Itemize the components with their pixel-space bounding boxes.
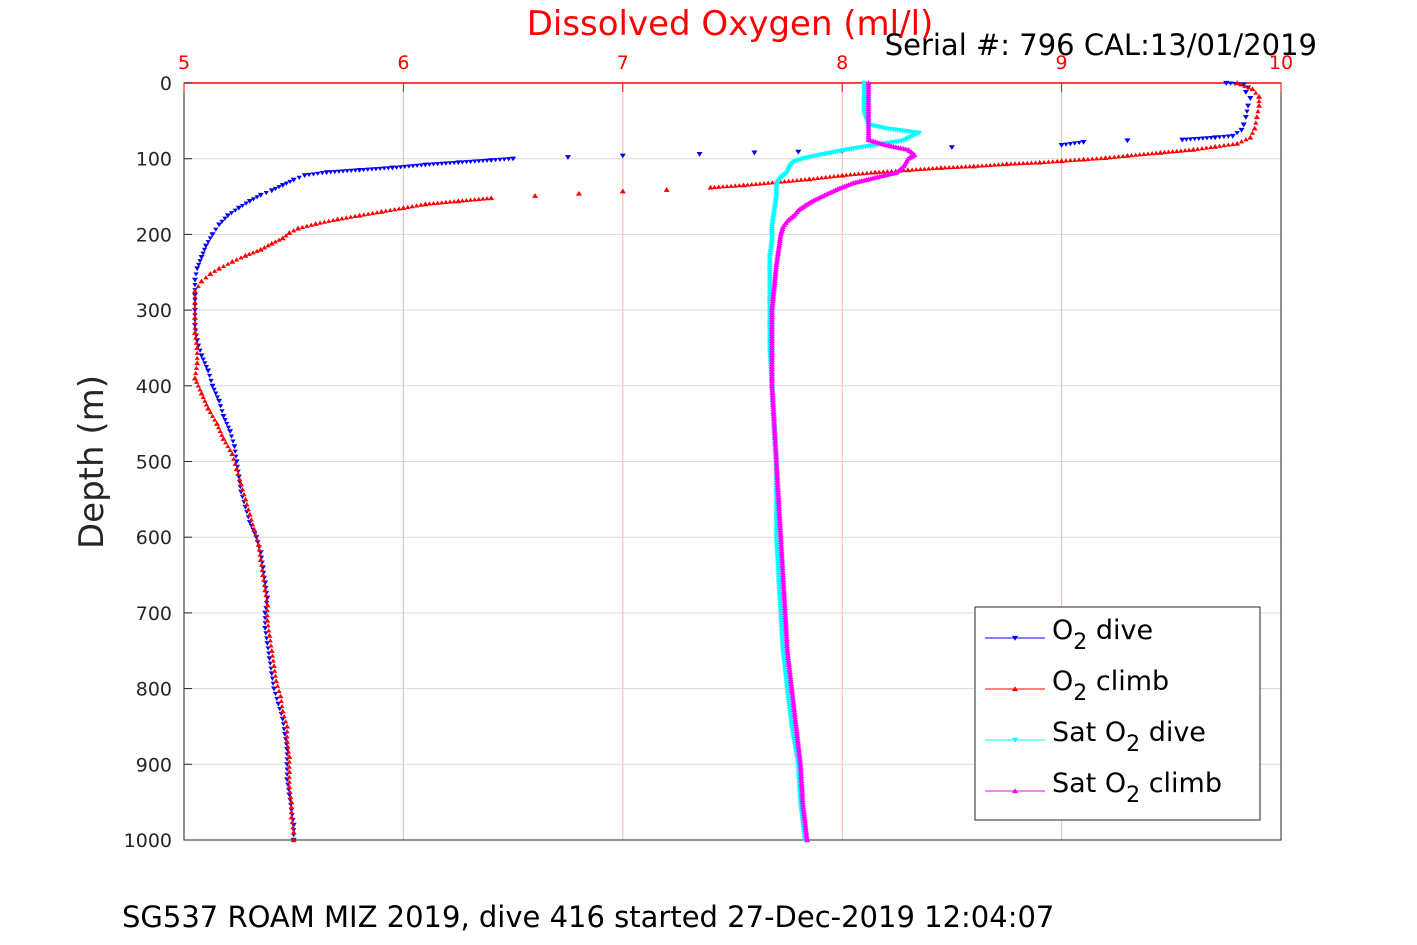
y-tick-label: 400 [136,376,172,398]
legend: O2 diveO2 climbSat O2 diveSat O2 climb [975,607,1260,820]
chart-caption: SG537 ROAM MIZ 2019, dive 416 started 27… [122,900,1054,934]
x-tick-label: 8 [836,52,848,74]
y-tick-label: 100 [136,149,172,171]
serial-label: Serial #: 796 CAL:13/01/2019 [885,28,1317,62]
y-tick-label: 1000 [124,830,172,852]
y-tick-label: 0 [160,73,172,95]
y-tick-label: 200 [136,224,172,246]
y-tick-label: 500 [136,452,172,474]
x-tick-label: 7 [617,52,629,74]
chart-title: Dissolved Oxygen (ml/l) [527,4,934,44]
x-tick-label: 5 [178,52,190,74]
y-tick-label: 600 [136,527,172,549]
y-tick-label: 700 [136,603,172,625]
y-tick-label: 300 [136,300,172,322]
y-axis-label: Depth (m) [72,375,112,549]
y-tick-label: 900 [136,754,172,776]
x-tick-label: 6 [397,52,409,74]
y-tick-label: 800 [136,679,172,701]
